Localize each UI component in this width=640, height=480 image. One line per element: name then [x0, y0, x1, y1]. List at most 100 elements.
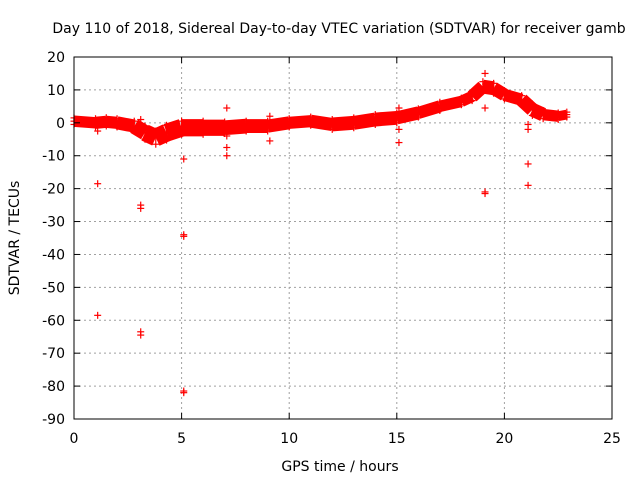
data-band-segment	[309, 114, 334, 131]
band-plus-marker	[285, 123, 293, 131]
data-band-segment	[374, 110, 398, 127]
outlier-point	[94, 311, 102, 319]
x-tick-label: 5	[177, 431, 186, 447]
band-plus-marker	[92, 123, 100, 131]
data-band-layer	[70, 78, 571, 148]
data-band-segment	[502, 88, 524, 106]
outlier-point	[94, 127, 102, 135]
x-tick-label: 0	[70, 431, 79, 447]
data-band-segment	[73, 115, 96, 129]
data-band-segment	[130, 119, 150, 140]
band-plus-marker	[436, 106, 444, 114]
outlier-point	[180, 389, 188, 397]
outlier-point	[223, 144, 231, 151]
outlier-point	[266, 137, 274, 145]
outlier-point	[524, 160, 532, 168]
outlier-point	[223, 104, 231, 112]
outlier-point	[180, 232, 188, 240]
band-plus-marker	[141, 135, 149, 143]
y-tick-label: 10	[47, 83, 65, 99]
outlier-marker-layer	[94, 69, 532, 397]
band-plus-marker	[264, 127, 272, 135]
data-band-segment	[224, 118, 247, 136]
band-plus-marker	[468, 97, 476, 105]
band-plus-marker	[113, 123, 121, 131]
data-band-segment	[163, 119, 185, 142]
data-band-segment	[529, 103, 547, 121]
band-plus-marker	[130, 127, 138, 135]
plot-frame	[73, 56, 613, 420]
y-tick-label: -60	[42, 313, 65, 329]
band-plus-marker	[152, 140, 160, 148]
y-tick-label: -70	[42, 346, 65, 362]
data-band-segment	[516, 94, 538, 115]
chart-title: Day 110 of 2018, Sidereal Day-to-day VTE…	[52, 21, 625, 37]
data-band-segment	[152, 124, 171, 146]
band-plus-marker	[414, 113, 422, 121]
outlier-point	[395, 104, 403, 112]
band-plus-marker	[242, 127, 250, 135]
outlier-point	[481, 104, 489, 112]
outlier-point	[266, 112, 274, 120]
data-band-segment	[331, 115, 355, 132]
outlier-point	[524, 125, 532, 133]
band-plus-marker	[554, 116, 562, 124]
data-band-segment	[416, 100, 442, 119]
y-tick-label: -40	[42, 247, 65, 263]
x-tick-label: 20	[495, 431, 513, 447]
band-plus-marker	[350, 124, 358, 132]
y-tick-label: -10	[42, 149, 65, 165]
outlier-point	[137, 331, 145, 339]
band-plus-marker	[479, 88, 487, 96]
band-plus-marker	[490, 89, 498, 97]
x-tick-label: 10	[280, 431, 298, 447]
band-plus-marker	[500, 95, 508, 103]
outlier-point	[94, 180, 102, 188]
band-plus-marker	[102, 122, 110, 130]
band-plus-marker	[328, 125, 336, 133]
band-plus-marker	[539, 115, 547, 123]
y-tick-label: 0	[56, 116, 65, 132]
data-band-segment	[395, 106, 420, 125]
band-plus-marker	[307, 121, 315, 129]
band-plus-marker	[393, 119, 401, 127]
outlier-point	[481, 190, 489, 198]
outlier-point	[395, 139, 403, 147]
outlier-point	[137, 116, 145, 124]
x-axis-label: GPS time / hours	[281, 459, 398, 475]
band-plus-marker	[163, 121, 171, 129]
outlier-point	[137, 204, 145, 212]
band-plus-marker	[163, 136, 171, 144]
y-tick-label: -30	[42, 215, 65, 231]
y-tick-label: 20	[47, 50, 65, 66]
y-axis-label: SDTVAR / TECUs	[7, 181, 23, 296]
y-tick-label: -90	[42, 412, 65, 428]
outlier-point	[524, 181, 532, 189]
data-band-segment	[352, 112, 377, 130]
outlier-point	[481, 69, 489, 77]
band-plus-marker	[141, 122, 149, 130]
band-plus-marker	[152, 134, 160, 142]
data-band-segment	[458, 91, 475, 107]
data-band-segment	[467, 81, 488, 102]
x-tick-label: 15	[388, 431, 406, 447]
band-plus-marker	[199, 117, 207, 125]
data-band-segment	[141, 124, 160, 146]
band-plus-marker	[178, 130, 186, 138]
outlier-point	[223, 152, 231, 160]
outlier-point	[180, 155, 188, 163]
x-tick-label: 25	[603, 431, 621, 447]
y-tick-label: -50	[42, 280, 65, 296]
band-plus-marker	[457, 101, 465, 109]
axis-layer: -90 -80 -70 -60 -50 -40 -30 -20 -10 0 10 20 0 5 10 15 20…	[42, 50, 621, 447]
band-plus-marker	[199, 124, 207, 132]
data-band-segment	[288, 115, 312, 129]
y-tick-label: -20	[42, 182, 65, 198]
band-plus-marker	[141, 129, 149, 137]
outlier-point	[395, 125, 403, 133]
data-band-segment	[438, 95, 463, 112]
data-band-segment	[490, 82, 508, 101]
band-plus-marker	[199, 130, 207, 138]
band-plus-marker	[178, 117, 186, 125]
